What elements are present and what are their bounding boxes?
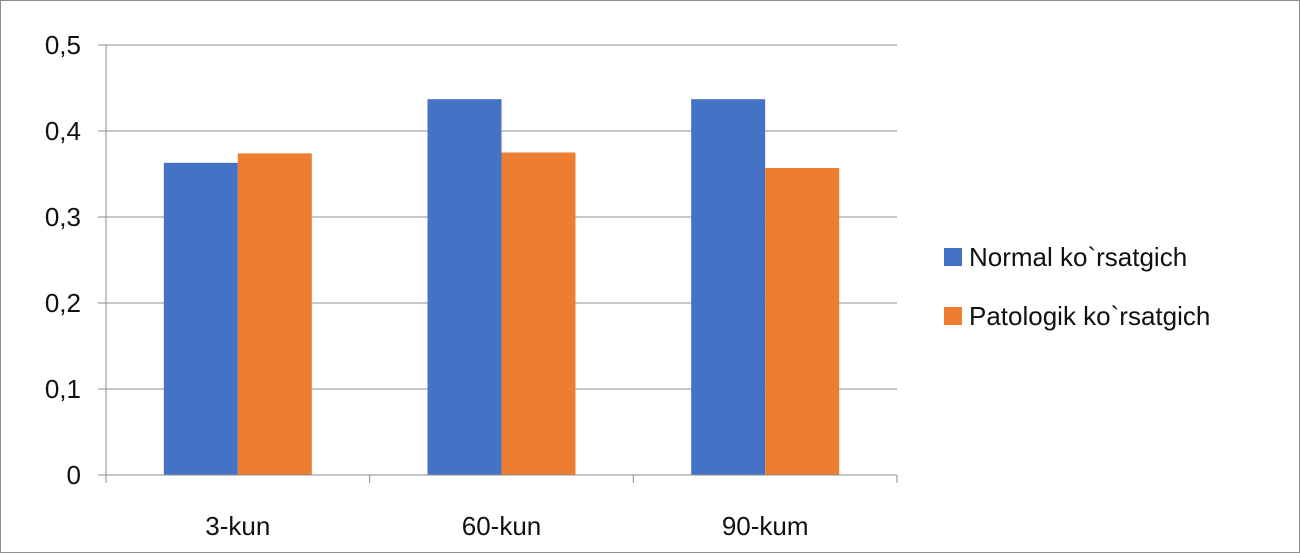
y-tick-label: 0,5 (45, 30, 81, 60)
y-tick-label: 0,3 (45, 202, 81, 232)
x-tick-label: 3-kun (205, 511, 270, 541)
y-tick-labels: 0 0,1 0,2 0,3 0,4 0,5 (45, 30, 81, 490)
y-tick-label: 0,2 (45, 288, 81, 318)
legend-label: Patologik ko`rsatgich (969, 301, 1210, 331)
x-tick-labels: 3-kun 60-kun 90-kum (205, 511, 808, 541)
bar-normal-3-kun (163, 162, 238, 475)
y-tick-label: 0,1 (45, 374, 81, 404)
bar-patologik-60-kun (501, 152, 576, 475)
bar-normal-60-kun (427, 99, 502, 476)
legend-label: Normal ko`rsatgich (969, 242, 1187, 272)
x-tick-label: 90-kum (722, 511, 809, 541)
bar-patologik-90-kum (765, 167, 840, 476)
y-tick-label: 0 (67, 460, 81, 490)
bar-normal-90-kum (691, 99, 766, 476)
axes (98, 44, 898, 483)
bar-patologik-3-kun (237, 153, 312, 476)
legend: Normal ko`rsatgich Patologik ko`rsatgich (944, 242, 1210, 331)
x-tick-label: 60-kun (462, 511, 542, 541)
legend-swatch (944, 248, 962, 266)
bars (163, 99, 840, 476)
y-tick-label: 0,4 (45, 116, 81, 146)
legend-swatch (944, 307, 962, 325)
